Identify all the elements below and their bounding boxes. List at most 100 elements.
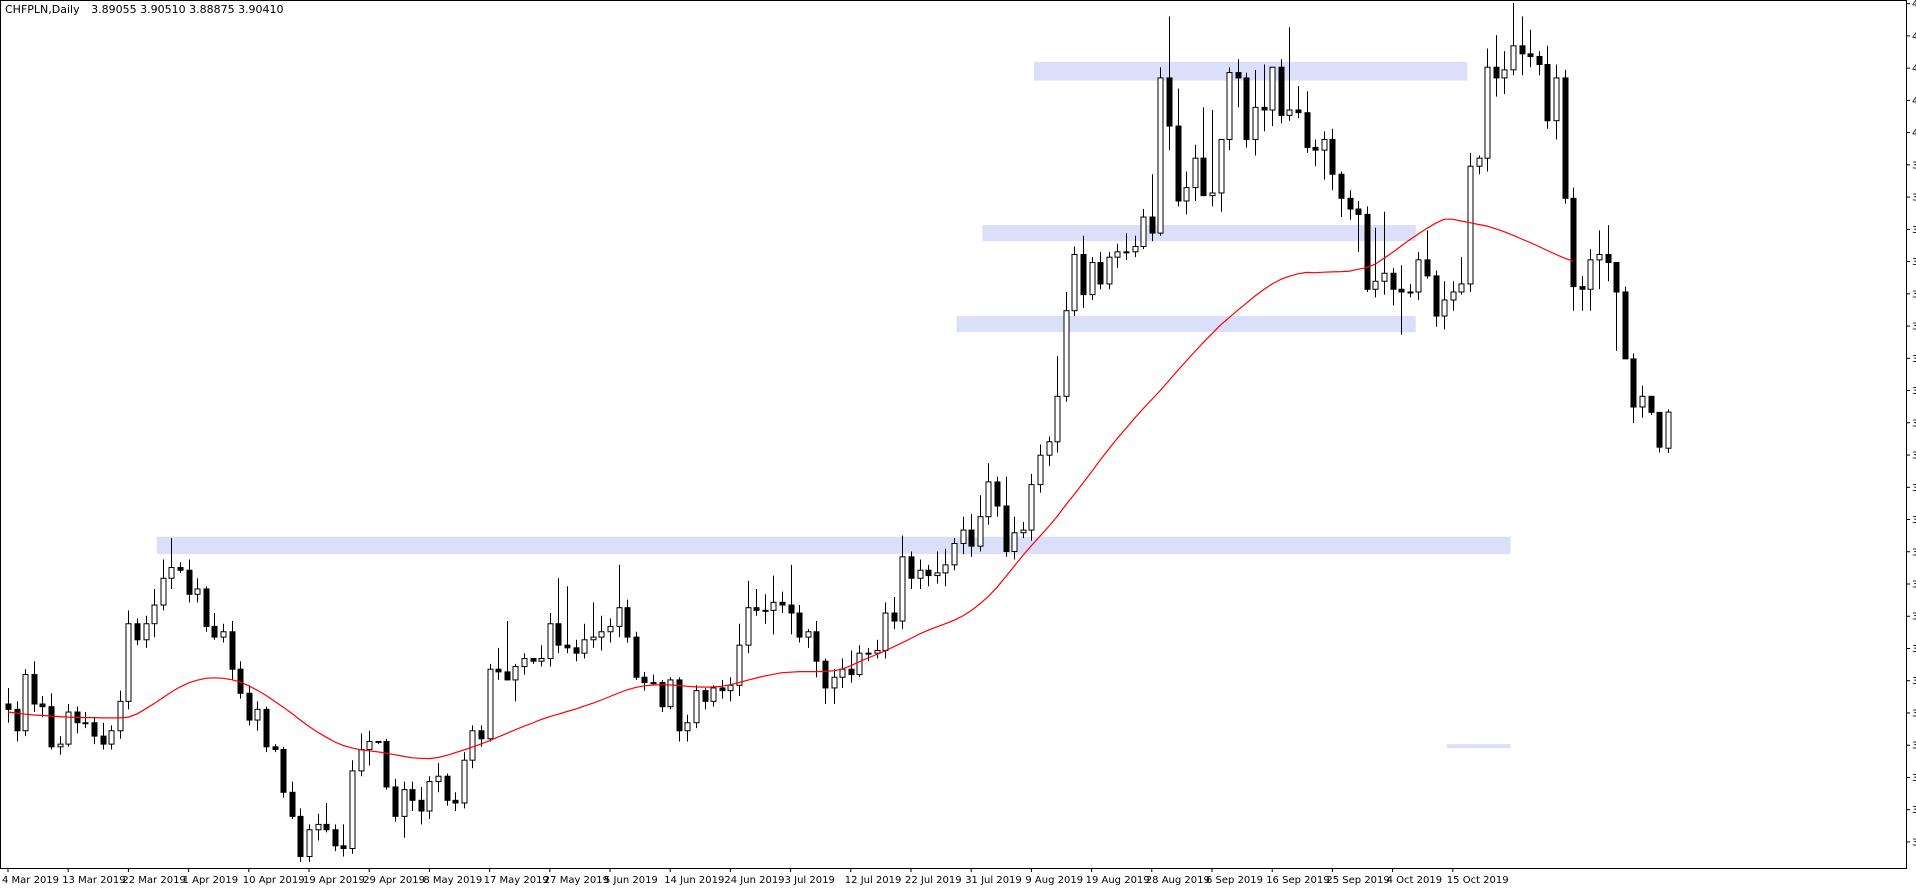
date-tick-label: 19 Aug 2019 — [1086, 875, 1150, 886]
candle-body — [813, 631, 820, 662]
candle-98 — [848, 650, 855, 683]
date-tick-label: 10 Apr 2019 — [243, 875, 305, 886]
date-tick-label: 9 Aug 2019 — [1025, 875, 1083, 886]
date-tick-label: 15 Oct 2019 — [1447, 875, 1509, 886]
candle-body — [1028, 484, 1035, 531]
candle-33 — [289, 781, 296, 820]
candle-body — [538, 658, 545, 662]
candle-17 — [151, 588, 158, 638]
price-tick-label: 3.93625 — [1912, 322, 1916, 333]
price-tick-label: 3.99650 — [1912, 160, 1916, 171]
date-tick-label: 28 Aug 2019 — [1146, 875, 1210, 886]
candle-body — [1286, 109, 1293, 116]
candle-body — [1080, 254, 1087, 296]
date-tick-label: 27 May 2019 — [544, 875, 609, 886]
candle-92 — [796, 605, 803, 643]
candle-body — [719, 687, 726, 692]
candle-body — [1054, 395, 1061, 443]
price-axis: 4.05675 4.04470 4.03265 4.02060 4.00855 3.996… — [1906, 0, 1916, 848]
candle-body — [383, 740, 390, 788]
candle-body — [444, 775, 451, 801]
date-tick-label: 24 Jun 2019 — [724, 875, 784, 886]
candle-124 — [1071, 246, 1078, 317]
date-tick-label: 19 Apr 2019 — [303, 875, 365, 886]
candle-6 — [57, 736, 64, 755]
candle-66 — [573, 639, 580, 662]
candle-25 — [220, 623, 227, 643]
candle-body — [151, 604, 158, 625]
candle-body — [1613, 262, 1620, 293]
candle-body — [1458, 283, 1465, 293]
candle-body — [676, 679, 683, 732]
candle-154 — [1329, 128, 1336, 191]
candle-5 — [48, 693, 55, 750]
candle-body — [39, 703, 46, 708]
candle-72 — [624, 599, 631, 643]
candle-body — [1605, 254, 1612, 264]
candle-143 — [1235, 59, 1242, 108]
candle-body — [409, 789, 416, 801]
candle-body — [1347, 197, 1354, 210]
candle-142 — [1226, 67, 1233, 151]
candle-body — [1252, 106, 1259, 140]
candle-169 — [1458, 257, 1465, 295]
zone-band-1 — [156, 536, 1511, 555]
candle-168 — [1450, 281, 1457, 311]
price-tick-label: 3.91215 — [1912, 386, 1916, 397]
candle-body — [1579, 286, 1586, 290]
candle-78 — [676, 677, 683, 742]
candle-body — [1501, 69, 1508, 79]
candle-22 — [194, 578, 201, 603]
candle-145 — [1252, 69, 1259, 156]
candle-body — [1321, 138, 1328, 151]
candle-35 — [306, 824, 313, 862]
candle-body — [590, 636, 597, 641]
candle-body — [960, 529, 967, 544]
candle-body — [874, 649, 881, 654]
candle-body — [1381, 272, 1388, 282]
date-tick-label: 5 Jun 2019 — [604, 875, 658, 886]
candle-193 — [1665, 409, 1672, 454]
candle-body — [1519, 45, 1526, 55]
candle-140 — [1209, 110, 1216, 207]
candle-159 — [1372, 227, 1379, 298]
candle-49 — [426, 776, 433, 820]
candle-96 — [831, 669, 838, 705]
candle-body — [1570, 197, 1577, 288]
candle-56 — [487, 663, 494, 742]
candle-158 — [1364, 206, 1371, 292]
candle-body — [1037, 454, 1044, 486]
candle-body — [1467, 165, 1474, 285]
candle-body — [1364, 213, 1371, 290]
date-tick-label: 12 Jul 2019 — [845, 875, 902, 886]
candle-34 — [297, 808, 304, 862]
date-tick-label: 29 Apr 2019 — [363, 875, 425, 886]
candle-134 — [1157, 67, 1164, 236]
candle-185 — [1596, 230, 1603, 290]
candle-body — [925, 569, 932, 577]
candle-111 — [960, 516, 967, 555]
candle-body — [375, 740, 382, 743]
candle-42 — [366, 730, 373, 766]
candle-body — [1209, 192, 1216, 197]
candle-68 — [590, 602, 597, 648]
candle-body — [856, 652, 863, 676]
candle-44 — [383, 738, 390, 790]
candle-125 — [1080, 235, 1087, 309]
candle-23 — [203, 586, 210, 632]
candle-74 — [641, 671, 648, 691]
date-tick-label: 1 Apr 2019 — [183, 875, 238, 886]
candle-body — [48, 706, 55, 748]
date-tick-label: 13 Mar 2019 — [62, 875, 125, 886]
candles-layer — [5, 3, 1672, 862]
candle-body — [1484, 66, 1491, 159]
candle-127 — [1097, 251, 1104, 290]
candle-body — [297, 815, 304, 858]
candle-19 — [168, 538, 175, 589]
candle-59 — [512, 663, 519, 702]
candle-63 — [547, 613, 554, 667]
candle-body — [220, 631, 227, 638]
candle-body — [1011, 532, 1018, 552]
